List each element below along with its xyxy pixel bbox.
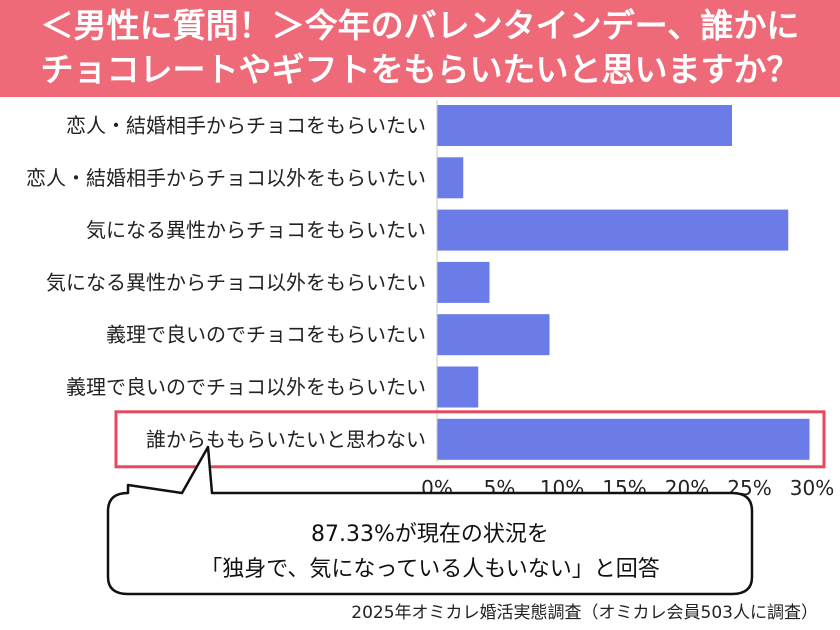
source-note: 2025年オミカレ婚活実態調査（オミカレ会員503人に調査） xyxy=(351,603,818,623)
bar-2 xyxy=(437,157,464,199)
category-label-3: 気になる異性からチョコをもらいたい xyxy=(86,218,426,242)
title-line-1: ＜男性に質問！＞今年のバレンタインデー、誰かに xyxy=(40,6,800,45)
title-banner: ＜男性に質問！＞今年のバレンタインデー、誰かに チョコレートやギフトをもらいたい… xyxy=(0,0,840,97)
highlight-box xyxy=(114,410,826,469)
callout-bubble xyxy=(106,445,754,596)
category-label-5: 義理で良いのでチョコをもらいたい xyxy=(106,323,426,347)
callout-line-2: 「独身で、気になっている人もいない」と回答 xyxy=(200,557,660,582)
bar-7 xyxy=(437,418,810,460)
bar-1 xyxy=(437,105,732,146)
bar-5 xyxy=(437,314,550,356)
category-label-2: 恋人・結婚相手からチョコ以外をもらいたい xyxy=(26,166,426,190)
callout-line-1: 87.33%が現在の状況を xyxy=(311,522,549,547)
bar-chart: 恋人・結婚相手からチョコをもらいたい恋人・結婚相手からチョコ以外をもらいたい気に… xyxy=(26,100,834,596)
category-label-6: 義理で良いのでチョコ以外をもらいたい xyxy=(66,375,426,399)
x-tick-label-7: 30% xyxy=(790,476,834,500)
bar-6 xyxy=(437,366,479,408)
category-label-7: 誰からももらいたいと思わない xyxy=(146,427,426,451)
bar-3 xyxy=(437,209,789,251)
category-label-1: 恋人・結婚相手からチョコをもらいたい xyxy=(66,114,426,138)
bar-4 xyxy=(437,261,490,303)
category-label-4: 気になる異性からチョコ以外をもらいたい xyxy=(46,270,426,294)
title-line-2: チョコレートやギフトをもらいたいと思いますか？ xyxy=(40,50,800,89)
